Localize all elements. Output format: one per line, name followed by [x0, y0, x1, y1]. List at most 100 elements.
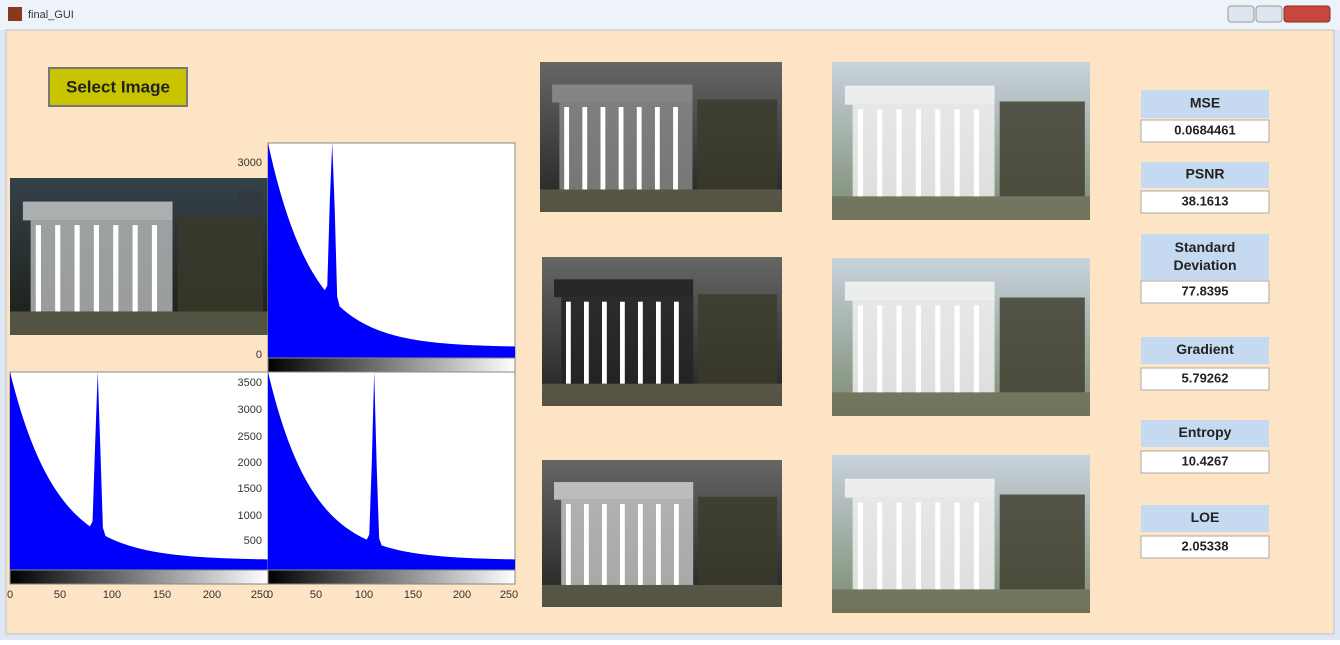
metric-label: Gradient — [1176, 341, 1234, 357]
colorbar — [10, 570, 268, 584]
column — [916, 305, 921, 392]
x-tick-label: 100 — [355, 589, 373, 601]
y-tick-label: 3000 — [238, 157, 262, 169]
y-tick-label: 2500 — [238, 190, 262, 202]
metric-label: LOE — [1191, 509, 1220, 525]
ground — [542, 384, 782, 406]
column — [916, 502, 921, 589]
maximize-button[interactable] — [1256, 6, 1282, 22]
metric-label-line: Deviation — [1173, 257, 1236, 273]
trees — [1000, 102, 1085, 197]
y-tick-label: 3500 — [238, 377, 262, 389]
image-display — [832, 258, 1090, 416]
trees — [1000, 495, 1085, 590]
metric-value: 77.8395 — [1182, 283, 1229, 298]
y-tick-label: 2500 — [238, 431, 262, 443]
column — [674, 302, 679, 384]
select-image-button[interactable]: Select Image — [49, 68, 187, 106]
window: final_GUI Select Image 30002500035003000… — [0, 0, 1340, 640]
metric-value: 0.0684461 — [1174, 122, 1235, 137]
column — [113, 225, 118, 311]
x-tick-label: 0 — [7, 589, 13, 601]
house-body — [853, 301, 995, 393]
ground — [10, 311, 268, 335]
image-display — [832, 455, 1090, 613]
house-roof — [554, 279, 693, 297]
column — [955, 305, 960, 392]
metric-value: 10.4267 — [1182, 453, 1229, 468]
metric-label-line: Standard — [1175, 239, 1236, 255]
column — [584, 302, 589, 384]
x-tick-label: 150 — [404, 589, 422, 601]
column — [94, 225, 99, 311]
button-label[interactable]: Select Image — [66, 77, 170, 96]
minimize-button[interactable] — [1228, 6, 1254, 22]
column — [602, 302, 607, 384]
x-tick-label: 50 — [310, 589, 322, 601]
y-tick-label: 500 — [244, 535, 262, 547]
column — [655, 107, 660, 190]
column — [673, 107, 678, 190]
metric-label: MSE — [1190, 95, 1220, 111]
column — [75, 225, 80, 311]
column — [897, 109, 902, 196]
trees — [698, 294, 777, 383]
colorbar — [268, 570, 515, 584]
column — [858, 305, 863, 392]
column — [877, 109, 882, 196]
house-body — [561, 297, 693, 383]
column — [564, 107, 569, 190]
image-display — [540, 62, 782, 212]
house-roof — [554, 482, 693, 500]
x-tick-label: 150 — [153, 589, 171, 601]
trees — [1000, 298, 1085, 393]
column — [974, 305, 979, 392]
column — [656, 302, 661, 384]
column — [955, 109, 960, 196]
column — [566, 504, 571, 585]
house-roof — [23, 202, 173, 221]
column — [955, 502, 960, 589]
column — [620, 504, 625, 585]
column — [674, 504, 679, 585]
column — [897, 305, 902, 392]
column — [620, 302, 625, 384]
house-body — [853, 498, 995, 590]
y-tick-label: 3000 — [238, 404, 262, 416]
ground — [832, 589, 1090, 613]
house-body — [853, 105, 995, 197]
x-tick-label: 200 — [453, 589, 471, 601]
house-roof — [552, 85, 692, 103]
column — [974, 109, 979, 196]
trees — [698, 497, 777, 585]
y-tick-label: 1500 — [238, 483, 262, 495]
column — [36, 225, 41, 311]
x-tick-label: 50 — [54, 589, 66, 601]
x-tick-label: 250 — [500, 589, 518, 601]
column — [55, 225, 60, 311]
x-tick-label: 200 — [203, 589, 221, 601]
column — [897, 502, 902, 589]
column — [974, 502, 979, 589]
column — [638, 302, 643, 384]
metric-value: 2.05338 — [1182, 538, 1229, 553]
trees — [697, 100, 777, 190]
house-roof — [845, 86, 995, 105]
close-button[interactable] — [1284, 6, 1330, 22]
column — [582, 107, 587, 190]
column — [584, 504, 589, 585]
column — [602, 504, 607, 585]
column — [637, 107, 642, 190]
ground — [540, 190, 782, 213]
y-tick-label: 2000 — [238, 457, 262, 469]
image-display — [542, 460, 782, 607]
house-body — [31, 220, 173, 311]
trees — [178, 217, 263, 311]
column — [619, 107, 624, 190]
house-roof — [845, 479, 995, 498]
y-tick-label: 0 — [256, 349, 262, 361]
app-icon — [8, 7, 22, 21]
column — [877, 305, 882, 392]
ground — [542, 585, 782, 607]
column — [133, 225, 138, 311]
